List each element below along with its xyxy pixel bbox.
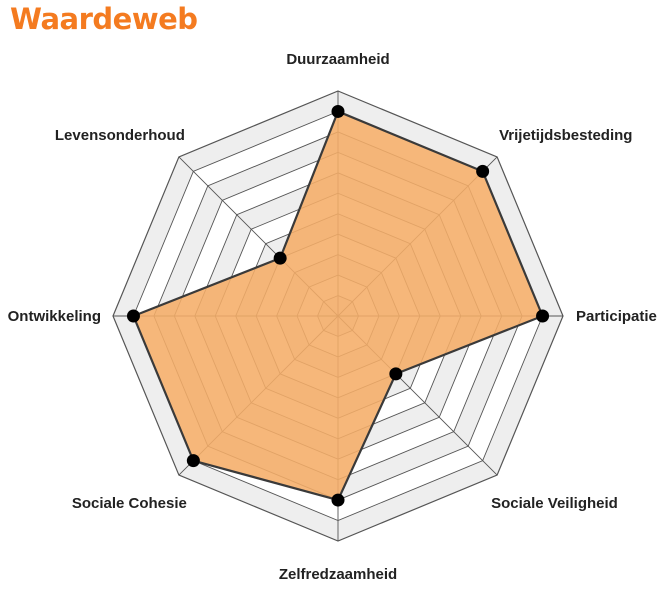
- axis-label: Participatie: [576, 308, 657, 325]
- data-point: [331, 104, 345, 118]
- axis-label: Levensonderhoud: [55, 127, 185, 144]
- chart-title: Waardeweb: [10, 2, 198, 36]
- axis-label: Duurzaamheid: [286, 51, 389, 68]
- data-point: [331, 493, 345, 507]
- data-point: [186, 454, 200, 468]
- axis-label: Ontwikkeling: [8, 308, 101, 325]
- data-points: [126, 104, 550, 507]
- data-point: [536, 309, 550, 323]
- axis-label: Sociale Veiligheid: [491, 495, 618, 512]
- axis-labels: Duurzaamheid Vrijetijdsbesteding Participa…: [8, 51, 657, 583]
- data-point: [476, 164, 490, 178]
- data-point: [389, 367, 403, 381]
- data-point: [273, 251, 287, 265]
- axis-label: Sociale Cohesie: [72, 495, 187, 512]
- axis-label: Vrijetijdsbesteding: [499, 127, 632, 144]
- data-point: [126, 309, 140, 323]
- axis-label: Zelfredzaamheid: [279, 566, 397, 583]
